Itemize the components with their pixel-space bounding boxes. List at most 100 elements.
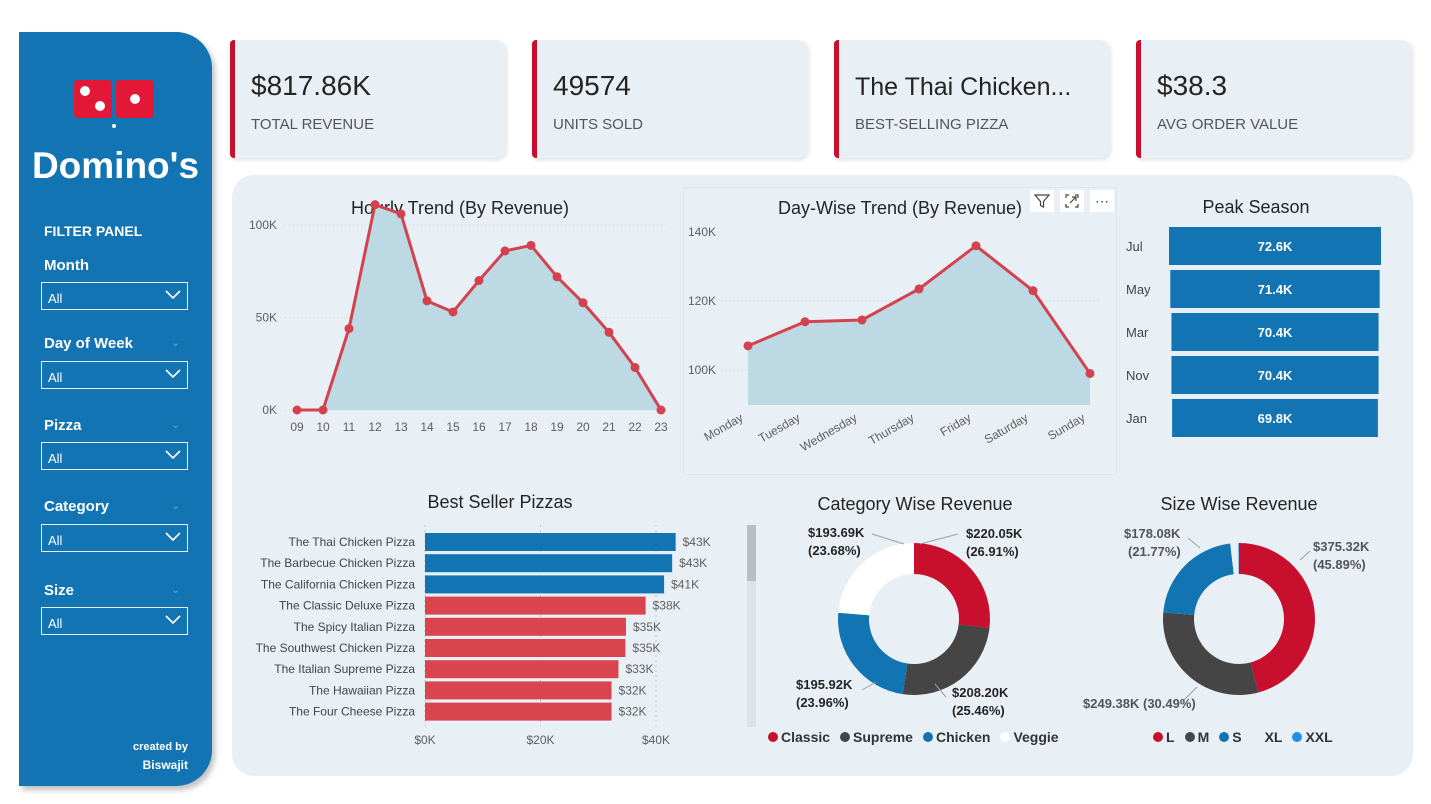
pizza-name-label: The Hawaiian Pizza [309, 683, 415, 697]
kpi-value: The Thai Chicken... [855, 73, 1072, 101]
legend-item-s[interactable]: S [1219, 729, 1242, 745]
hourly-point [656, 405, 666, 415]
best-seller-bar [425, 533, 676, 551]
chevron-down-icon [165, 615, 181, 625]
pizza-dropdown[interactable]: All [41, 442, 188, 470]
best-seller-data-label: $35K [633, 620, 661, 634]
size-dropdown[interactable]: All [41, 607, 188, 635]
legend-item-supreme[interactable]: Supreme [840, 729, 913, 745]
filter-sidebar: Domino's FILTER PANEL Month All Day of W… [19, 32, 212, 786]
best-seller-data-label: $43K [683, 535, 711, 549]
best-seller-title: Best Seller Pizzas [427, 492, 573, 512]
category-pct-label: (26.91%) [966, 544, 1019, 559]
x-tick-label: 14 [420, 420, 434, 434]
brand-name: Domino's [31, 145, 200, 186]
kpi-avg-order-value: $38.3 AVG ORDER VALUE [1136, 40, 1412, 158]
x-tick-label: 16 [472, 420, 486, 434]
best-seller-bar [425, 681, 612, 700]
category-dropdown[interactable]: All [41, 524, 188, 552]
best-seller-bar [425, 617, 626, 636]
kpi-total-revenue: $817.86K TOTAL REVENUE [230, 40, 506, 158]
legend-item-m[interactable]: M [1184, 729, 1210, 745]
y-tick-label: 50K [256, 311, 277, 325]
legend-item-classic[interactable]: Classic [768, 729, 830, 745]
peak-season-month-label: Nov [1126, 368, 1150, 383]
kpi-value: 49574 [553, 70, 631, 101]
filter-label-day-of-week: Day of Week [44, 335, 133, 352]
best-seller-bar [425, 660, 619, 679]
leader-line [1181, 686, 1198, 703]
peak-season-month-label: Mar [1126, 325, 1149, 340]
best-seller-scrollbar-track[interactable] [747, 525, 756, 727]
best-seller-data-label: $35K [632, 641, 660, 655]
size-value-label: $178.08K [1124, 526, 1181, 541]
month-dropdown-value: All [48, 291, 63, 306]
y-tick-label: 0K [262, 403, 277, 417]
hourly-point [604, 327, 614, 337]
legend-dot [768, 732, 778, 742]
category-legend: Classic Supreme Chicken Veggie [768, 729, 1059, 745]
x-tick-label: 22 [628, 420, 642, 434]
credit: created by Biswajit [133, 738, 188, 774]
month-dropdown[interactable]: All [41, 282, 188, 310]
kpi-label: TOTAL REVENUE [251, 116, 375, 133]
hourly-point [318, 405, 328, 415]
x-tick-label: Monday [702, 410, 746, 443]
size-pct-label: (21.77%) [1128, 544, 1181, 559]
x-tick-label: 11 [343, 420, 356, 434]
chevron-down-icon: ⌄ [171, 419, 181, 431]
hourly-point [370, 200, 380, 210]
legend-dot [1184, 732, 1195, 742]
chevron-down-icon: ⌄ [171, 337, 181, 349]
legend-label: Veggie [1013, 729, 1059, 745]
best-seller-scrollbar-thumb[interactable] [747, 525, 756, 581]
peak-season-title: Peak Season [1202, 197, 1310, 217]
credit-created-by: created by [132, 741, 188, 753]
legend-dot [1292, 732, 1303, 742]
size-slice-s [1163, 543, 1234, 616]
legend-item-xxl[interactable]: XXL [1292, 729, 1333, 745]
legend-label: M [1197, 729, 1210, 745]
legend-item-chicken[interactable]: Chicken [922, 729, 990, 745]
peak-season-month-label: Jul [1126, 239, 1143, 254]
legend-item-xl[interactable]: XL [1251, 729, 1283, 745]
chevron-down-icon [165, 532, 181, 542]
peak-season-data-label: 70.4K [1258, 368, 1293, 383]
legend-label: XL [1264, 729, 1283, 745]
best-seller-data-label: $32K [619, 683, 647, 697]
size-slice-l [1239, 543, 1316, 693]
legend-item-veggie[interactable]: Veggie [1000, 729, 1059, 745]
filter-panel-title: FILTER PANEL [44, 223, 143, 239]
hourly-area [297, 204, 661, 410]
hourly-point [500, 246, 510, 256]
kpi-label: UNITS SOLD [553, 116, 644, 133]
day-of-week-dropdown[interactable]: All [41, 361, 188, 389]
leader-line [1299, 550, 1311, 561]
peak-season-month-label: Jan [1126, 411, 1147, 426]
x-tick-label: 13 [394, 420, 408, 434]
focus-mode-icon[interactable] [1060, 190, 1084, 212]
y-tick-label: 140K [688, 225, 716, 239]
pizza-dropdown-value: All [48, 451, 63, 466]
x-tick-label: 19 [550, 420, 564, 434]
day-wise-visual-frame [683, 187, 1117, 475]
hourly-point [344, 324, 354, 334]
chevron-down-icon [165, 369, 181, 379]
day-wise-point [857, 315, 867, 325]
x-tick-label: 17 [498, 420, 512, 434]
legend-dot [922, 732, 933, 742]
category-value-label: $193.69K [808, 525, 865, 540]
x-tick-label: Saturday [982, 410, 1031, 446]
best-seller-data-label: $41K [671, 577, 699, 591]
more-options-icon[interactable]: ⋯ [1090, 190, 1114, 212]
day-wise-point [971, 241, 981, 251]
pizza-name-label: The Barbecue Chicken Pizza [260, 556, 415, 570]
legend-item-l[interactable]: L [1153, 729, 1175, 745]
legend-label: XXL [1305, 729, 1333, 745]
peak-season-month-label: May [1126, 282, 1151, 297]
day-wise-point [1085, 368, 1095, 378]
x-tick-label: Sunday [1045, 410, 1087, 442]
peak-season-data-label: 69.8K [1258, 411, 1293, 426]
filter-icon[interactable] [1030, 190, 1054, 212]
